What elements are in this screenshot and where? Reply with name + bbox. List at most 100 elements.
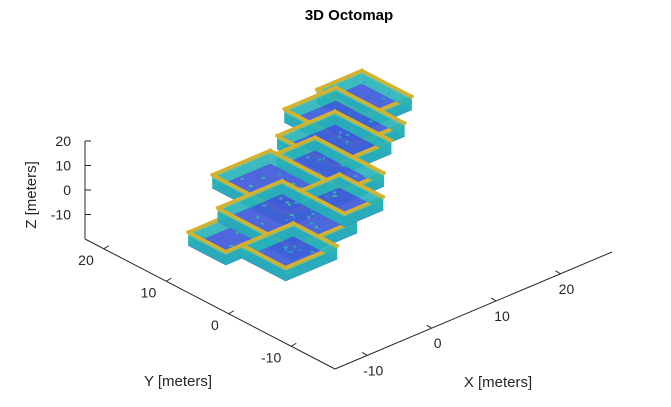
wall-edge bbox=[187, 234, 226, 255]
voxel bbox=[345, 140, 349, 143]
y-tick-label: 20 bbox=[78, 252, 94, 268]
voxel bbox=[306, 157, 311, 160]
voxel bbox=[250, 206, 255, 209]
x-tick-mark bbox=[555, 270, 561, 275]
voxel bbox=[291, 182, 296, 185]
room-wall bbox=[361, 70, 412, 110]
z-axis-label: Z [meters] bbox=[23, 161, 40, 229]
voxel bbox=[328, 141, 332, 144]
y-tick-mark bbox=[103, 245, 110, 250]
wall-edge bbox=[339, 176, 384, 200]
z-tick-label: -10 bbox=[51, 207, 71, 223]
voxel bbox=[318, 228, 323, 231]
wall-top bbox=[359, 68, 414, 99]
map-room bbox=[239, 220, 340, 282]
voxel bbox=[333, 191, 337, 194]
voxel bbox=[283, 208, 288, 211]
voxel bbox=[297, 248, 302, 251]
y-tick-label: 10 bbox=[141, 284, 157, 300]
voxel bbox=[340, 164, 344, 167]
voxel bbox=[311, 212, 316, 215]
x-tick-label: -10 bbox=[363, 362, 383, 378]
room-wall bbox=[277, 111, 336, 150]
voxel bbox=[318, 158, 322, 161]
room-wall bbox=[300, 190, 345, 227]
voxel bbox=[330, 190, 334, 193]
x-tick-label: 20 bbox=[559, 281, 575, 297]
axes-box bbox=[84, 140, 613, 370]
voxel bbox=[232, 240, 236, 243]
voxel bbox=[279, 197, 283, 200]
voxel bbox=[261, 222, 264, 225]
y-tick-label: 0 bbox=[211, 317, 219, 333]
x-tick-mark bbox=[426, 324, 432, 329]
wall-top bbox=[186, 229, 228, 254]
voxel bbox=[260, 251, 264, 254]
voxel bbox=[353, 175, 358, 178]
wall-top bbox=[337, 171, 386, 200]
voxel bbox=[342, 165, 346, 168]
wall-top bbox=[313, 135, 387, 176]
wall-edge bbox=[276, 139, 316, 157]
voxel bbox=[332, 194, 337, 197]
wall-top bbox=[333, 85, 407, 126]
voxel bbox=[345, 133, 350, 136]
voxel bbox=[278, 173, 281, 176]
voxel bbox=[324, 225, 328, 228]
voxel bbox=[317, 171, 321, 174]
wall-edge bbox=[293, 225, 338, 249]
voxel bbox=[380, 97, 384, 100]
room-wall bbox=[335, 111, 392, 154]
wall-top bbox=[239, 220, 296, 247]
voxel bbox=[339, 131, 342, 134]
x-axis-label: X [meters] bbox=[464, 374, 532, 391]
y-tick-mark bbox=[228, 310, 235, 315]
voxel bbox=[318, 229, 323, 232]
voxel bbox=[288, 203, 291, 206]
chart-title: 3D Octomap bbox=[305, 7, 393, 24]
x-tick-mark bbox=[361, 351, 368, 356]
room-wall bbox=[188, 232, 226, 266]
voxel bbox=[292, 216, 296, 219]
wall-top bbox=[332, 108, 394, 143]
voxel bbox=[338, 135, 341, 138]
voxel bbox=[284, 248, 288, 251]
voxel bbox=[314, 226, 319, 229]
voxel bbox=[240, 186, 245, 189]
voxel bbox=[347, 111, 352, 114]
wall-top bbox=[298, 171, 342, 193]
voxel bbox=[325, 171, 330, 174]
voxel bbox=[368, 120, 373, 123]
voxel bbox=[256, 216, 260, 219]
voxel bbox=[236, 231, 240, 234]
z-tick-label: 0 bbox=[63, 182, 71, 198]
voxel bbox=[364, 144, 367, 147]
y-axis-line bbox=[84, 238, 336, 370]
voxel bbox=[307, 216, 311, 219]
y-axis-label: Y [meters] bbox=[144, 373, 212, 390]
wall-edge bbox=[334, 113, 392, 144]
x-tick-mark bbox=[490, 297, 497, 302]
voxel bbox=[252, 205, 255, 208]
room-wall bbox=[293, 222, 338, 260]
y-tick-mark bbox=[290, 342, 297, 347]
voxel bbox=[262, 176, 265, 179]
wall-edge bbox=[300, 192, 345, 217]
wall-edge bbox=[241, 246, 286, 271]
x-axis-line bbox=[334, 251, 613, 370]
wall-top bbox=[291, 220, 340, 248]
voxel bbox=[257, 167, 261, 170]
room-wall bbox=[285, 245, 338, 281]
wall-edge bbox=[300, 176, 340, 194]
voxel bbox=[229, 244, 234, 247]
wall-top bbox=[282, 85, 338, 112]
wall-top bbox=[298, 188, 347, 216]
wall-edge bbox=[284, 89, 337, 112]
voxel bbox=[285, 201, 290, 204]
voxel bbox=[341, 128, 345, 131]
voxel bbox=[273, 249, 278, 252]
voxel bbox=[353, 196, 358, 199]
wall-edge bbox=[314, 139, 385, 176]
y-tick-mark bbox=[165, 277, 172, 282]
